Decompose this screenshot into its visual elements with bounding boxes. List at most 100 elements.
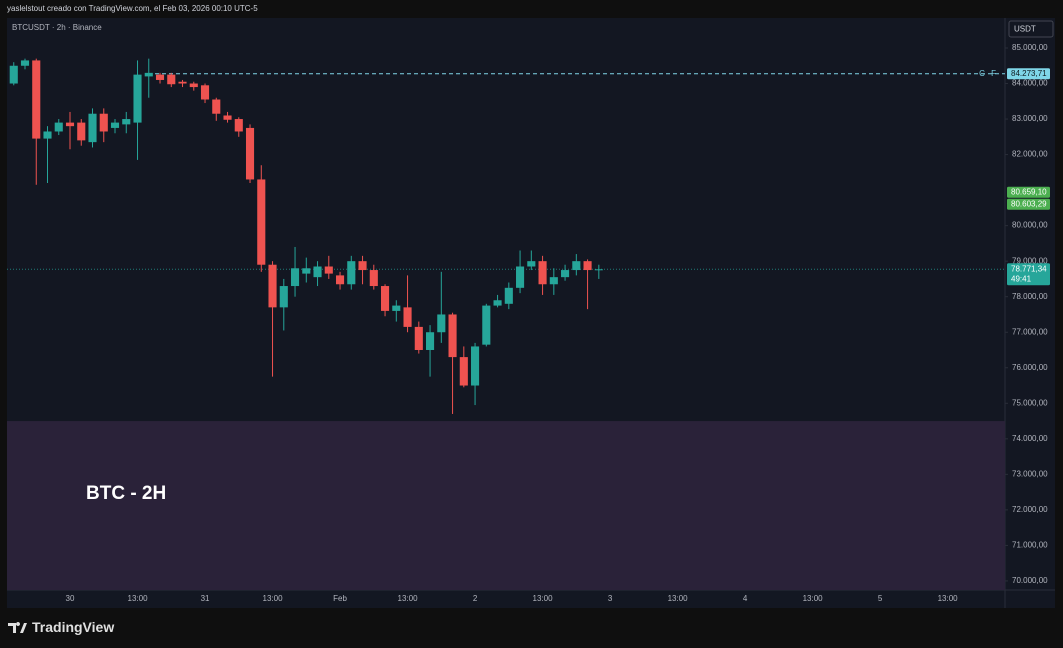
x-tick-label: 13:00	[938, 594, 959, 603]
candle-body	[369, 270, 378, 287]
candle-body	[167, 74, 176, 85]
price-tag	[1007, 198, 1050, 210]
candle-body	[32, 60, 41, 139]
header: yaslelstout creado con TradingView.com, …	[7, 4, 258, 13]
candle-body	[223, 115, 232, 120]
candle-body	[122, 119, 131, 125]
candle-body	[302, 268, 311, 274]
currency[interactable]: USDT	[1014, 25, 1036, 34]
candle-body	[437, 314, 446, 333]
x-tick-label: 13:00	[263, 594, 284, 603]
y-tick-label: 85.000,00	[1012, 43, 1048, 52]
y-tick-label: 75.000,00	[1012, 398, 1048, 407]
candle-body	[99, 113, 108, 132]
price-tag-label: 80.603,29	[1011, 199, 1047, 208]
candle-body	[234, 119, 243, 132]
y-tick-label: 78.000,00	[1012, 292, 1048, 301]
countdown: 49:41	[1011, 274, 1032, 283]
candle-body	[268, 264, 277, 308]
candle-body	[144, 72, 153, 77]
plot: BTC - 2H C F	[7, 58, 1005, 590]
candle-body	[504, 287, 513, 304]
candle-body	[471, 346, 480, 386]
zone	[7, 421, 1005, 590]
x-tick-label: Feb	[333, 594, 347, 603]
currency-box[interactable]	[1008, 20, 1054, 38]
y-tick-label: 73.000,00	[1012, 469, 1048, 478]
x-tick-label: 2	[473, 594, 478, 603]
x-tick-label: 13:00	[668, 594, 689, 603]
price-tag	[1007, 186, 1050, 198]
horizontal-line-name: C F	[979, 69, 998, 78]
candle-body	[583, 261, 592, 271]
candle-body	[527, 261, 536, 267]
candle-body	[257, 179, 266, 265]
candle-body	[189, 83, 198, 88]
last-price-tag	[1007, 263, 1050, 286]
candle-body	[448, 314, 457, 358]
y-tick-label: 76.000,00	[1012, 363, 1048, 372]
price-tag-label: 80.659,10	[1011, 187, 1047, 196]
logo	[8, 622, 27, 633]
candle-body	[88, 113, 97, 143]
candle-body	[290, 268, 300, 287]
x-tick-label: 13:00	[803, 594, 824, 603]
y-tick-label: 80.000,00	[1012, 221, 1048, 230]
y-tick-label: 70.000,00	[1012, 576, 1048, 585]
candle-body	[212, 99, 221, 114]
y-tick-label: 74.000,00	[1012, 434, 1048, 443]
candle-body	[572, 261, 581, 271]
candle-body	[200, 85, 210, 100]
candle-body	[358, 261, 367, 271]
y-tick-label: 71.000,00	[1012, 541, 1048, 550]
candle-body	[313, 266, 322, 278]
candle-body	[335, 275, 345, 285]
y-tick-label: 77.000,00	[1012, 327, 1048, 336]
y-tick-label: 84.000,00	[1012, 79, 1048, 88]
candle-body	[324, 266, 333, 274]
candle-body	[279, 286, 288, 308]
candle-body	[133, 74, 142, 123]
candle-body	[20, 60, 30, 66]
candle-body	[549, 277, 558, 285]
candle-body	[561, 270, 570, 278]
candle-body	[110, 122, 120, 128]
candle-body	[426, 332, 435, 350]
candle-body	[77, 122, 86, 141]
candle-body	[392, 305, 401, 311]
x-tick-label: 5	[878, 594, 883, 603]
candle-body	[538, 261, 547, 285]
zone-label: BTC - 2H	[86, 483, 166, 504]
candle-body	[482, 305, 491, 345]
x-tick-label: 13:00	[398, 594, 419, 603]
candle-body	[245, 127, 255, 180]
candle-body	[594, 269, 603, 271]
candle-body	[65, 122, 75, 127]
candle-body	[380, 286, 390, 311]
candle-body	[414, 326, 423, 350]
candle-body	[155, 74, 165, 80]
y-tick-label: 79.000,00	[1012, 256, 1048, 265]
candle-body	[54, 122, 63, 132]
last-price-label: 78.771,34	[1011, 264, 1047, 273]
candle-body	[459, 357, 468, 386]
candle-body	[347, 261, 356, 285]
x-tick-label: 3	[608, 594, 613, 603]
candle-body	[516, 266, 525, 288]
candle-body	[9, 65, 18, 84]
x-tick-label: 13:00	[128, 594, 149, 603]
candle-body	[43, 131, 52, 139]
y-tick-label: 82.000,00	[1012, 150, 1048, 159]
x-tick-label: 31	[201, 594, 210, 603]
symbol: BTCUSDT · 2h · Binance	[12, 23, 102, 32]
candle-body	[178, 81, 187, 84]
candle-body	[403, 307, 412, 327]
footer-brand: TradingView	[32, 619, 114, 635]
candle-body	[493, 300, 502, 306]
y-tick-label: 72.000,00	[1012, 505, 1048, 514]
price-axis: 85.000,00 84.000,00 83.000,00 82.000,00 80.0…	[1005, 43, 1050, 585]
price-tag-label: 84.273,71	[1011, 69, 1047, 78]
x-tick-label: 13:00	[533, 594, 554, 603]
y-tick-label: 83.000,00	[1012, 114, 1048, 123]
